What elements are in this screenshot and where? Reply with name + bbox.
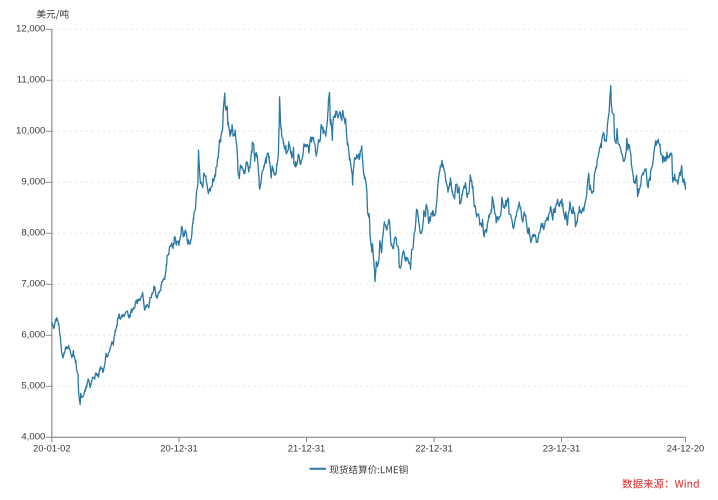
svg-text:22-12-31: 22-12-31 [415,442,453,453]
svg-text:4,000: 4,000 [21,431,45,442]
svg-text:6,000: 6,000 [21,329,45,340]
svg-text:10,000: 10,000 [16,125,45,136]
svg-text:21-12-31: 21-12-31 [288,442,326,453]
svg-text:20-01-02: 20-01-02 [33,442,71,453]
svg-text:12,000: 12,000 [16,23,45,34]
svg-text:23-12-31: 23-12-31 [543,442,581,453]
svg-text:9,000: 9,000 [21,176,45,187]
svg-text:7,000: 7,000 [21,278,45,289]
svg-text:8,000: 8,000 [21,227,45,238]
svg-text:5,000: 5,000 [21,380,45,391]
svg-text:11,000: 11,000 [17,74,46,85]
svg-text:20-12-31: 20-12-31 [160,442,198,453]
svg-text:24-12-20: 24-12-20 [667,442,705,453]
